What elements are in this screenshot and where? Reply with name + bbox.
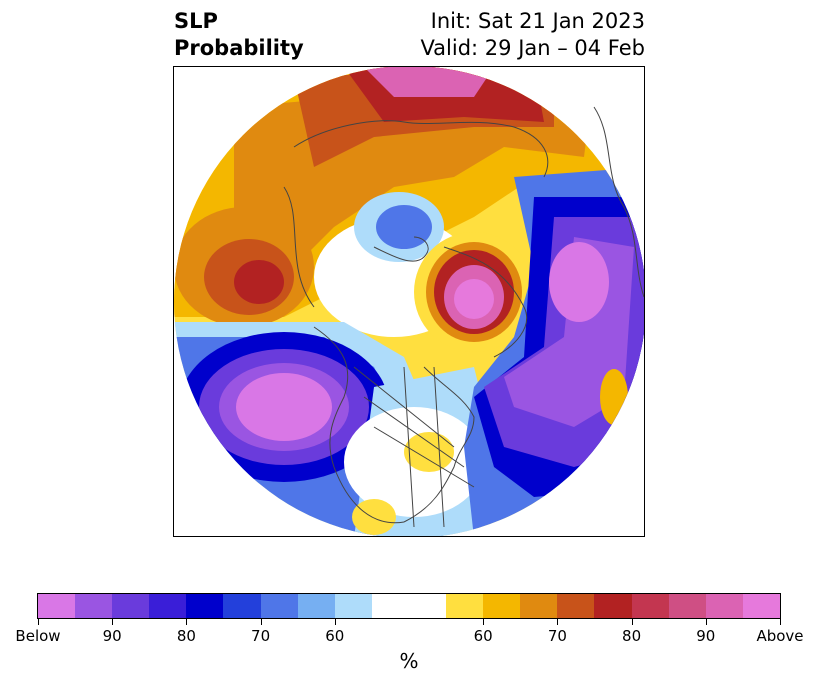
above-europe-small bbox=[600, 369, 628, 425]
colorbar bbox=[37, 593, 781, 619]
below-arctic-blue bbox=[376, 205, 432, 249]
colorbar-tick-label: 70 bbox=[547, 627, 567, 645]
colorbar-tick bbox=[38, 619, 39, 625]
colorbar-segment bbox=[371, 594, 447, 618]
title-line-1: SLP bbox=[174, 9, 218, 33]
colorbar-tick bbox=[112, 619, 114, 625]
title-line-2: Probability bbox=[174, 36, 304, 60]
colorbar-segment bbox=[260, 594, 298, 618]
above-namerica bbox=[404, 432, 454, 472]
colorbar-segment bbox=[594, 594, 632, 618]
coast-greenland bbox=[443, 246, 528, 358]
colorbar-segment bbox=[668, 594, 706, 618]
coast-eurasia-north bbox=[293, 120, 549, 178]
colorbar-tick-label: 90 bbox=[696, 627, 716, 645]
colorbar-tick-label: 80 bbox=[622, 627, 642, 645]
above-mexico bbox=[352, 499, 396, 535]
polar-map-svg bbox=[174, 67, 644, 536]
colorbar-segment bbox=[75, 594, 113, 618]
colorbar-tick bbox=[186, 619, 188, 625]
above-arctic-pink bbox=[454, 279, 494, 319]
colorbar-segment bbox=[520, 594, 558, 618]
colorbar-tick-label: 80 bbox=[176, 627, 196, 645]
coast-europe bbox=[593, 106, 644, 298]
colorbar-segment bbox=[705, 594, 743, 618]
colorbar-tick-label: Above bbox=[756, 627, 804, 645]
init-date: Init: Sat 21 Jan 2023 bbox=[430, 9, 645, 33]
colorbar-tick bbox=[334, 619, 336, 625]
colorbar-segment bbox=[223, 594, 261, 618]
above-field-magenta bbox=[364, 67, 494, 97]
colorbar-tick bbox=[483, 619, 485, 625]
colorbar-tick bbox=[780, 619, 781, 625]
colorbar-segment bbox=[446, 594, 484, 618]
colorbar-tick-label: 60 bbox=[325, 627, 345, 645]
colorbar-segment bbox=[334, 594, 372, 618]
colorbar-segment bbox=[186, 594, 224, 618]
below-pacific-pink bbox=[236, 373, 332, 441]
colorbar-tick bbox=[705, 619, 707, 625]
coast-arctic-islands bbox=[373, 236, 429, 262]
coast-pacific-asia bbox=[283, 186, 315, 308]
colorbar-segment bbox=[483, 594, 521, 618]
colorbar-tick bbox=[557, 619, 559, 625]
colorbar-segment bbox=[297, 594, 335, 618]
colorbar-segment bbox=[742, 594, 780, 618]
colorbar-segment bbox=[149, 594, 187, 618]
colorbar-unit-label: % bbox=[399, 649, 419, 673]
colorbar-tick bbox=[260, 619, 262, 625]
colorbar-tick bbox=[631, 619, 633, 625]
valid-range: Valid: 29 Jan – 04 Feb bbox=[420, 36, 645, 60]
colorbar-tick-label: 60 bbox=[473, 627, 493, 645]
coast-west-namerica bbox=[313, 326, 405, 524]
colorbar-segment bbox=[557, 594, 595, 618]
colorbar-segment bbox=[38, 594, 76, 618]
political-borders bbox=[353, 366, 475, 528]
colorbar-tick-label: 70 bbox=[251, 627, 271, 645]
colorbar-segment bbox=[631, 594, 669, 618]
colorbar-tick-label: Below bbox=[15, 627, 61, 645]
colorbar-segment bbox=[112, 594, 150, 618]
below-siberia-pink bbox=[549, 242, 609, 322]
chart-title: SLP Probability bbox=[174, 8, 304, 62]
colorbar-tick-label: 90 bbox=[102, 627, 122, 645]
forecast-dates: Init: Sat 21 Jan 2023 Valid: 29 Jan – 04… bbox=[420, 8, 645, 62]
above-west-red bbox=[234, 260, 284, 304]
coastlines bbox=[283, 106, 644, 528]
probability-map bbox=[173, 66, 645, 537]
probability-field bbox=[174, 67, 644, 536]
coast-east-namerica bbox=[403, 366, 475, 523]
